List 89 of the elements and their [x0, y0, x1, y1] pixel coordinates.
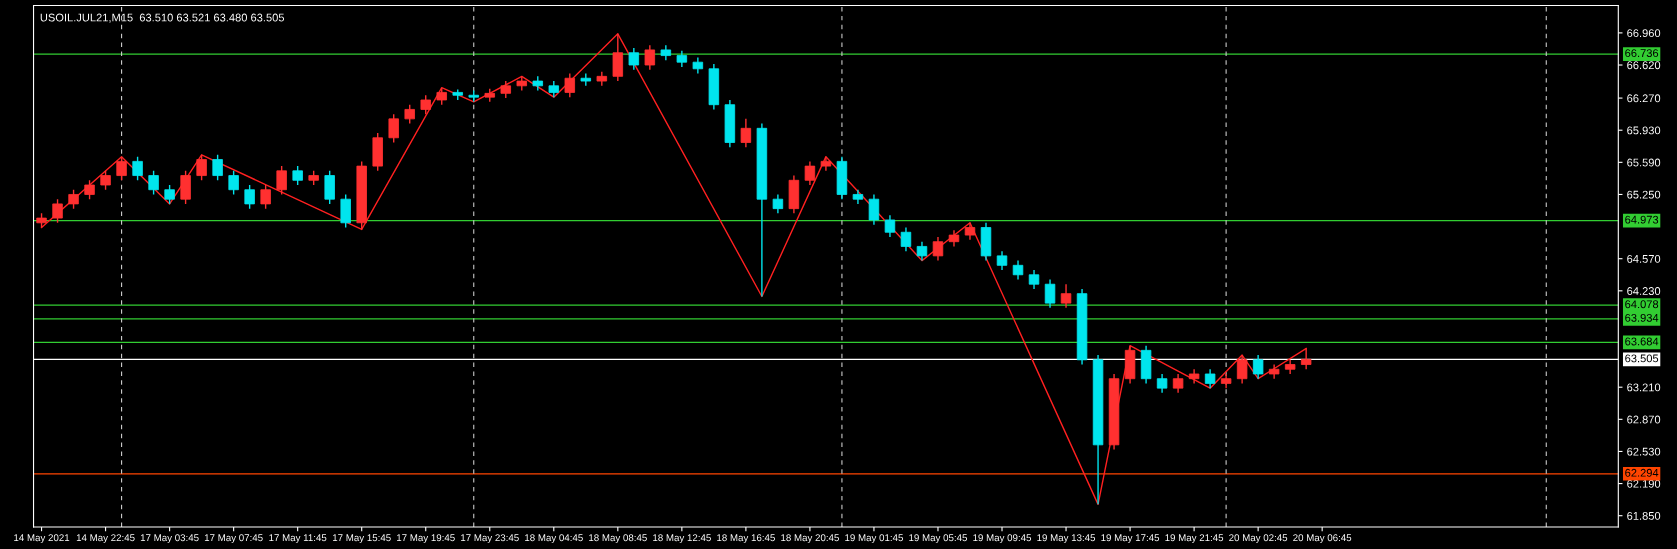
candlestick — [1028, 269, 1040, 290]
x-tick-label: 17 May 19:45 — [397, 534, 455, 544]
x-tick-label: 14 May 22:45 — [76, 534, 135, 544]
candlestick — [1172, 373, 1184, 394]
ref-line-label: 62.294 — [1625, 468, 1659, 477]
candlestick — [996, 250, 1008, 271]
candlestick — [916, 241, 928, 262]
candlestick — [196, 154, 207, 181]
ref-line-label: 64.078 — [1625, 300, 1659, 309]
candlestick — [628, 47, 640, 71]
y-tick-label: 65.590 — [1627, 158, 1661, 167]
x-tick-label: 18 May 16:45 — [717, 534, 775, 544]
candlestick — [1156, 373, 1168, 394]
candlestick — [340, 193, 351, 229]
candlestick — [884, 214, 896, 238]
candlestick — [804, 160, 816, 186]
y-tick-label: 61.850 — [1627, 511, 1661, 520]
candlestick — [932, 236, 944, 262]
candlestick — [1204, 368, 1216, 389]
candlestick — [772, 193, 784, 215]
candlestick — [644, 44, 656, 71]
y-tick-label: 65.930 — [1627, 126, 1661, 135]
x-tick-label: 18 May 20:45 — [781, 534, 839, 544]
y-tick-label: 62.870 — [1627, 415, 1661, 424]
candlestick — [132, 155, 143, 181]
candlestick — [228, 170, 239, 196]
ref-line-label: 63.505 — [1625, 354, 1659, 363]
candlestick — [1252, 354, 1264, 380]
candlestick — [388, 113, 399, 144]
candlestick — [868, 193, 880, 226]
y-tick-label: 62.190 — [1627, 479, 1661, 488]
ref-line-label: 66.736 — [1625, 49, 1659, 58]
candlestick — [420, 94, 431, 115]
x-tick-label: 18 May 08:45 — [589, 534, 647, 544]
candlestick — [276, 165, 287, 196]
x-tick-label: 18 May 12:45 — [653, 534, 711, 544]
candlestick — [212, 154, 223, 181]
candlestick — [260, 184, 271, 210]
y-tick-label: 63.210 — [1627, 383, 1661, 392]
candlestick — [1236, 354, 1248, 385]
x-tick-label: 19 May 17:45 — [1101, 534, 1160, 544]
candlestick — [580, 72, 592, 87]
candlestick — [68, 189, 79, 210]
y-tick-label: 65.250 — [1627, 190, 1661, 199]
x-tick-label: 19 May 05:45 — [909, 534, 968, 544]
y-tick-label: 66.270 — [1627, 94, 1661, 103]
candlestick — [1060, 283, 1072, 309]
ref-line-label: 64.973 — [1625, 215, 1659, 224]
x-tick-label: 17 May 11:45 — [269, 534, 327, 544]
x-tick-label: 20 May 06:45 — [1293, 534, 1352, 544]
candlestick — [564, 72, 576, 98]
candlestick — [100, 170, 111, 191]
candlestick — [740, 118, 752, 148]
candlestick — [1300, 347, 1312, 370]
x-tick-label: 19 May 13:45 — [1037, 534, 1096, 544]
x-tick-label: 17 May 03:45 — [140, 534, 199, 544]
ref-line-label: 63.684 — [1625, 337, 1659, 346]
candlestick — [692, 56, 704, 75]
x-tick-label: 19 May 21:45 — [1165, 534, 1224, 544]
y-tick-label: 64.570 — [1627, 254, 1661, 263]
candlestick — [164, 184, 175, 205]
ref-line-label: 63.934 — [1625, 313, 1659, 322]
y-tick-label: 66.960 — [1627, 29, 1661, 38]
x-tick-label: 17 May 23:45 — [461, 534, 519, 544]
candlestick — [84, 179, 95, 200]
text: USOIL.JUL21,M15 63.510 63.521 63.480 63.505 — [40, 13, 285, 23]
y-tick-label: 66.620 — [1627, 61, 1661, 70]
x-tick-label: 17 May 15:45 — [332, 534, 391, 544]
candlestick — [244, 184, 255, 210]
candlestick — [52, 198, 63, 224]
x-tick-label: 18 May 04:45 — [525, 534, 583, 544]
candlestick — [324, 170, 335, 205]
x-tick-label: 17 May 07:45 — [204, 534, 263, 544]
candlestick — [1044, 278, 1056, 309]
candlestick — [292, 165, 303, 186]
y-tick-label: 62.530 — [1627, 447, 1661, 456]
candlestick — [900, 226, 912, 252]
y-tick-label: 64.230 — [1627, 287, 1661, 295]
candlestick — [1012, 259, 1024, 281]
x-tick-label: 19 May 09:45 — [973, 534, 1032, 544]
x-tick-label: 20 May 02:45 — [1229, 534, 1288, 544]
candlestick — [180, 170, 191, 205]
x-tick-label: 19 May 01:45 — [845, 534, 903, 544]
candlestick — [404, 104, 415, 125]
candlestick — [148, 170, 159, 196]
x-tick-label: 14 May 2021 — [14, 534, 70, 544]
line-series — [40, 33, 1307, 506]
candlestick — [612, 33, 624, 82]
candlestick — [116, 155, 127, 181]
